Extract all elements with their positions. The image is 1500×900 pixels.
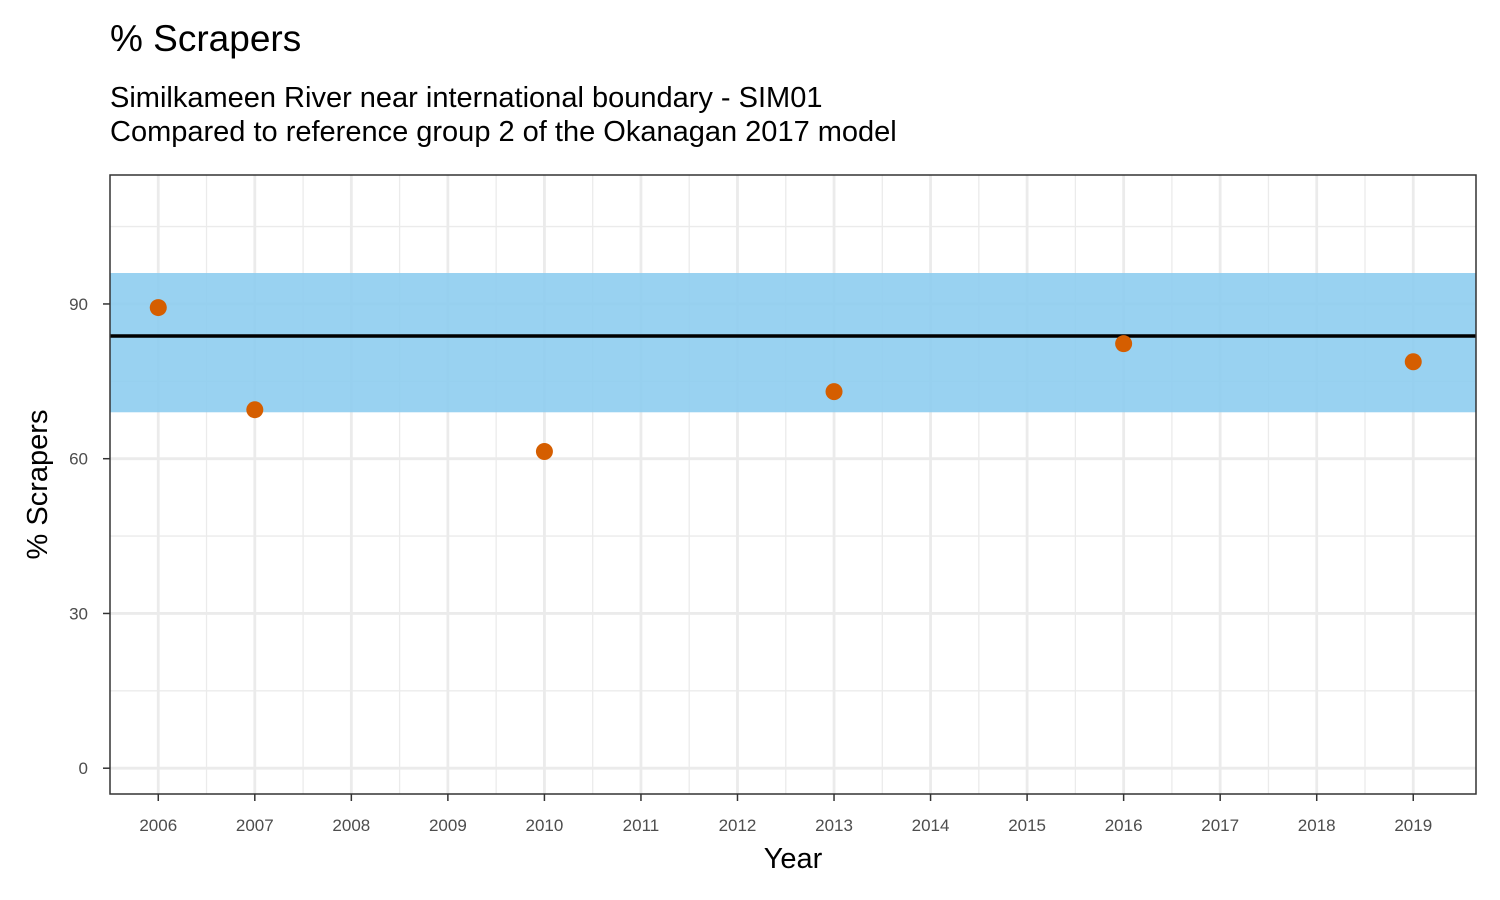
data-point-2007 xyxy=(246,401,264,419)
panel-border xyxy=(109,174,1477,795)
x-tick-label: 2009 xyxy=(429,816,467,835)
y-axis-title: % Scrapers xyxy=(22,410,54,560)
y-tick-label: 90 xyxy=(69,295,88,314)
x-axis-ticks: 2006 2007 2008 2009 2010 2011 2012 2013 2014 2015… xyxy=(139,794,1432,835)
x-tick-label: 2019 xyxy=(1394,816,1432,835)
x-tick-label: 2014 xyxy=(912,816,950,835)
data-point-2013 xyxy=(825,383,843,401)
x-tick-label: 2015 xyxy=(1008,816,1046,835)
reference-range-band xyxy=(110,273,1476,413)
y-tick-label: 60 xyxy=(69,450,88,469)
chart-title: % Scrapers xyxy=(110,18,302,59)
major-gridlines xyxy=(110,175,1476,794)
x-axis-title: Year xyxy=(764,843,823,875)
y-tick-label: 30 xyxy=(69,604,88,623)
data-points xyxy=(149,299,1422,460)
x-tick-label: 2012 xyxy=(719,816,757,835)
data-point-2006 xyxy=(149,299,167,317)
x-tick-label: 2013 xyxy=(815,816,853,835)
x-tick-label: 2018 xyxy=(1298,816,1336,835)
x-tick-label: 2006 xyxy=(139,816,177,835)
x-tick-label: 2011 xyxy=(623,816,660,835)
y-axis-ticks: 0 30 60 90 xyxy=(69,295,110,778)
data-point-2010 xyxy=(535,442,553,460)
x-tick-label: 2007 xyxy=(236,816,274,835)
data-point-2019 xyxy=(1404,353,1422,371)
x-tick-label: 2010 xyxy=(526,816,564,835)
x-tick-label: 2017 xyxy=(1201,816,1239,835)
y-tick-label: 0 xyxy=(79,759,88,778)
chart-subtitle-line-1: Similkameen River near international bou… xyxy=(110,82,823,114)
x-tick-label: 2016 xyxy=(1105,816,1143,835)
chart-subtitle-line-2: Compared to reference group 2 of the Oka… xyxy=(110,116,897,148)
data-point-2016 xyxy=(1115,335,1133,353)
x-tick-label: 2008 xyxy=(332,816,370,835)
minor-gridlines xyxy=(110,175,1476,794)
